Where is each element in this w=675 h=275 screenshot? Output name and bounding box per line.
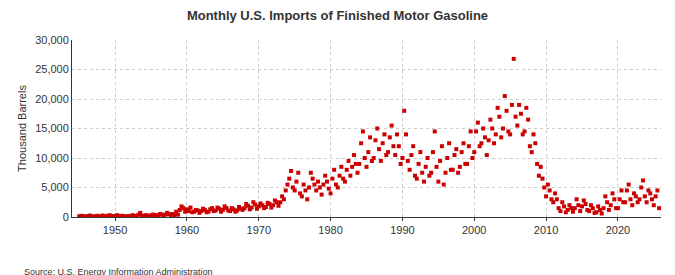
svg-text:10,000: 10,000: [35, 152, 69, 164]
svg-text:5,000: 5,000: [41, 181, 69, 193]
svg-text:Thousand Barrels: Thousand Barrels: [16, 85, 28, 172]
svg-text:1990: 1990: [390, 224, 414, 236]
svg-text:Monthly U.S. Imports of Finish: Monthly U.S. Imports of Finished Motor G…: [187, 8, 488, 23]
svg-text:2020: 2020: [606, 224, 630, 236]
svg-text:1950: 1950: [103, 224, 127, 236]
svg-text:1980: 1980: [318, 224, 342, 236]
svg-text:0: 0: [63, 211, 69, 223]
svg-text:15,000: 15,000: [35, 122, 69, 134]
svg-text:20,000: 20,000: [35, 93, 69, 105]
svg-text:2010: 2010: [534, 224, 558, 236]
svg-text:25,000: 25,000: [35, 63, 69, 75]
svg-text:Source: U.S. Energy Informatio: Source: U.S. Energy Information Administ…: [24, 267, 213, 275]
svg-text:1960: 1960: [175, 224, 199, 236]
svg-text:1970: 1970: [247, 224, 271, 236]
svg-text:2000: 2000: [462, 224, 486, 236]
svg-text:30,000: 30,000: [35, 34, 69, 46]
